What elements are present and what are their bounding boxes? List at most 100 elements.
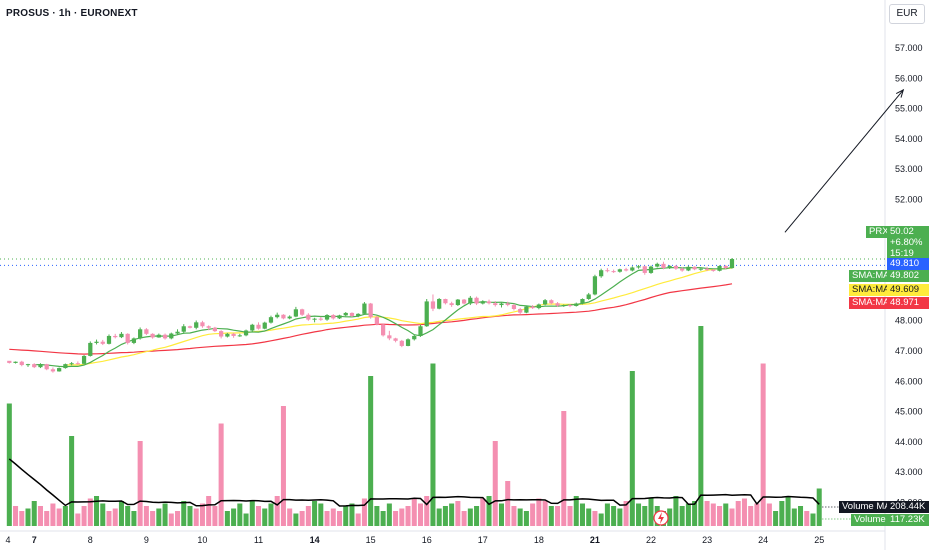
candle-body [200, 322, 205, 327]
candle [306, 313, 311, 321]
x-tick-label: 24 [758, 535, 768, 545]
candle-body [530, 306, 535, 309]
candle-body [536, 304, 541, 309]
volume-bar [704, 501, 710, 526]
candle [437, 298, 442, 310]
candle-body [686, 266, 691, 271]
candle-body [63, 364, 68, 369]
candle-body [144, 329, 149, 334]
candle [617, 268, 622, 273]
volume-bar [31, 501, 37, 526]
candle [349, 312, 355, 318]
candle-body [131, 338, 137, 343]
volume-bar [224, 511, 230, 526]
candle-body [729, 258, 735, 269]
volume-bar [567, 506, 573, 526]
candle-body [106, 335, 112, 344]
candle [505, 301, 510, 307]
candle [623, 267, 629, 272]
candle-body [156, 334, 161, 338]
candle [518, 307, 523, 315]
x-tick-label: 10 [197, 535, 207, 545]
candle [630, 266, 635, 272]
currency-selector[interactable]: EUR [889, 4, 925, 24]
y-tick-label: 55.000 [895, 104, 923, 114]
candle [655, 262, 660, 268]
volume-bar [368, 376, 374, 526]
y-tick-label: 57.000 [895, 43, 923, 53]
volume-bar [293, 513, 299, 526]
candle-body [268, 317, 274, 323]
volume-bar [449, 503, 455, 526]
candle [225, 332, 230, 338]
volume-bar [150, 511, 156, 526]
candle-body [175, 331, 180, 334]
volume-bar [748, 506, 754, 526]
candle [480, 300, 485, 305]
volume-bar [175, 511, 181, 526]
candle-body [162, 334, 168, 339]
candle-body [561, 305, 566, 307]
volume-value-tag: 117.23K [887, 514, 929, 526]
candle [474, 296, 479, 306]
x-tick-label: 16 [422, 535, 432, 545]
sma-yellow-line [65, 267, 733, 366]
candle [399, 339, 404, 348]
candle [119, 332, 124, 339]
candle-body [393, 338, 398, 341]
candle-body [692, 266, 697, 270]
volume-bar [598, 513, 604, 526]
candle [698, 267, 703, 271]
volume-bar [206, 496, 212, 526]
volume-bar [798, 506, 804, 526]
volume-bar [673, 496, 679, 526]
candle [717, 265, 722, 272]
candle [162, 333, 168, 340]
candle-body [100, 341, 105, 344]
candle [200, 320, 205, 328]
candle [362, 302, 367, 315]
candle-body [25, 364, 31, 366]
candle-body [243, 330, 249, 336]
candle-body [605, 270, 610, 272]
volume-bar [112, 508, 118, 526]
last-price-tag: 50.02 +6.80% 15:19 [887, 226, 929, 260]
candle [100, 339, 105, 346]
volume-bar [773, 511, 779, 526]
candle-body [723, 265, 728, 269]
y-tick-label: 43.000 [895, 467, 923, 477]
candle [530, 305, 535, 309]
candle [499, 302, 504, 308]
candle [44, 363, 49, 371]
volume-bar [6, 403, 12, 526]
candle-body [642, 266, 647, 273]
volume-bar [243, 513, 249, 526]
candle [449, 301, 454, 307]
volume-bar [561, 411, 567, 526]
candle-body [125, 333, 130, 343]
volume-bar [349, 503, 355, 526]
candle-body [349, 312, 355, 316]
candle-body [486, 301, 492, 304]
candle-body [711, 269, 716, 271]
volume-bar [393, 511, 399, 526]
candle-body [493, 303, 498, 306]
candle-body [50, 369, 56, 372]
candle-body [187, 326, 193, 328]
volume-bar [679, 506, 685, 526]
candle [412, 334, 417, 341]
volume-bar [498, 503, 504, 526]
volume-bar [249, 501, 255, 526]
candle-body [449, 303, 454, 306]
candle [287, 315, 292, 320]
candle-body [455, 299, 460, 306]
volume-bar [274, 496, 280, 526]
lightning-icon [653, 510, 669, 526]
candle-body [617, 269, 622, 272]
volume-bar [355, 513, 361, 526]
candle-body [194, 322, 199, 328]
candle-body [611, 271, 616, 273]
x-tick-label: 18 [534, 535, 544, 545]
candle-body [673, 265, 679, 269]
